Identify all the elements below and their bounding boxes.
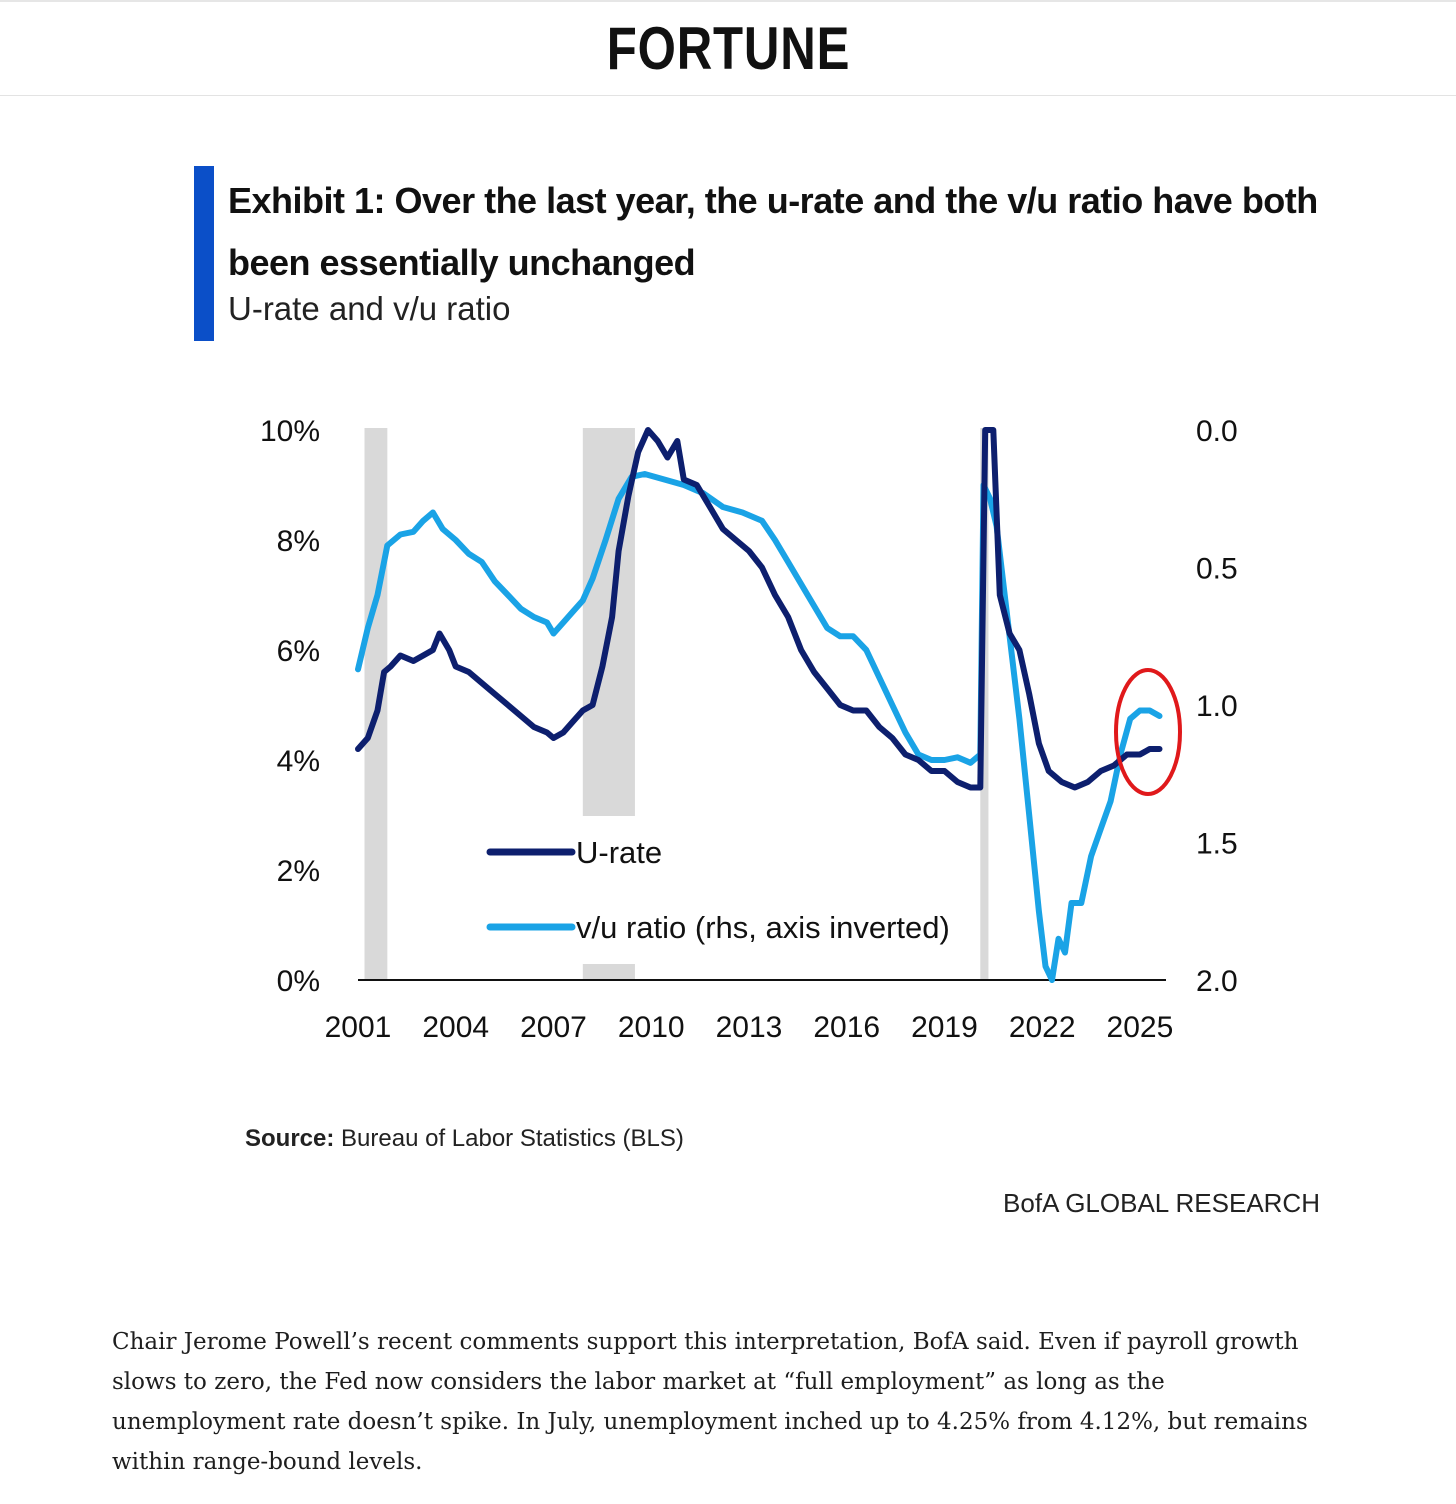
- series-line-urate: [355, 427, 1163, 791]
- y-left-tick-label: 6%: [277, 635, 320, 668]
- exhibit-subtitle: U-rate and v/u ratio: [228, 290, 511, 327]
- x-tick-label: 2013: [716, 1011, 783, 1044]
- y-left-tick-label: 0%: [277, 965, 320, 998]
- y-right-tick-label: 1.5: [1196, 828, 1238, 861]
- y-left-tick-label: 10%: [260, 415, 320, 448]
- y-left-tick-label: 8%: [277, 525, 320, 558]
- y-right-tick-label: 1.0: [1196, 690, 1238, 723]
- y-left-tick-label: 2%: [277, 855, 320, 888]
- x-tick-label: 2022: [1009, 1011, 1076, 1044]
- y-right-tick-label: 0.0: [1196, 415, 1238, 448]
- chart-svg: 0% 2% 4% 6% 8% 10% 0.0 0.5 1.0 1.5 2.0 2001 2004 2007…: [260, 415, 1238, 1044]
- legend: U-rate v/u ratio (rhs, axis inverted): [486, 835, 950, 945]
- source-label: Source:: [245, 1125, 335, 1152]
- exhibit-title: Exhibit 1: Over the last year, the u-rat…: [228, 180, 1318, 283]
- legend-label-vu: v/u ratio (rhs, axis inverted): [576, 910, 950, 945]
- series-line-vu: [355, 471, 1163, 983]
- x-tick-label: 2025: [1107, 1011, 1174, 1044]
- article-paragraph: Chair Jerome Powell’s recent comments su…: [112, 1329, 1308, 1475]
- recession-band: [582, 964, 635, 980]
- source-text: Bureau of Labor Statistics (BLS): [341, 1125, 684, 1152]
- x-tick-label: 2001: [325, 1011, 392, 1044]
- y-right-tick-label: 0.5: [1196, 553, 1238, 586]
- exhibit-figure: Exhibit 1: Over the last year, the u-rat…: [112, 112, 1344, 1288]
- masthead: FORTUNE: [0, 0, 1456, 96]
- x-tick-label: 2016: [813, 1011, 880, 1044]
- source-note: Source: Bureau of Labor Statistics (BLS): [245, 1125, 684, 1153]
- brand-label: BofA GLOBAL RESEARCH: [1003, 1188, 1320, 1218]
- legend-label-urate: U-rate: [576, 835, 662, 870]
- y-right-tick-label: 2.0: [1196, 965, 1238, 998]
- x-tick-label: 2019: [911, 1011, 978, 1044]
- title-accent-bar: [194, 166, 214, 341]
- fortune-logo[interactable]: FORTUNE: [606, 15, 850, 82]
- y-left-tick-label: 4%: [277, 745, 320, 778]
- x-tick-label: 2007: [520, 1011, 587, 1044]
- highlight-circle: [1114, 668, 1182, 796]
- x-tick-label: 2004: [422, 1011, 489, 1044]
- x-tick-label: 2010: [618, 1011, 685, 1044]
